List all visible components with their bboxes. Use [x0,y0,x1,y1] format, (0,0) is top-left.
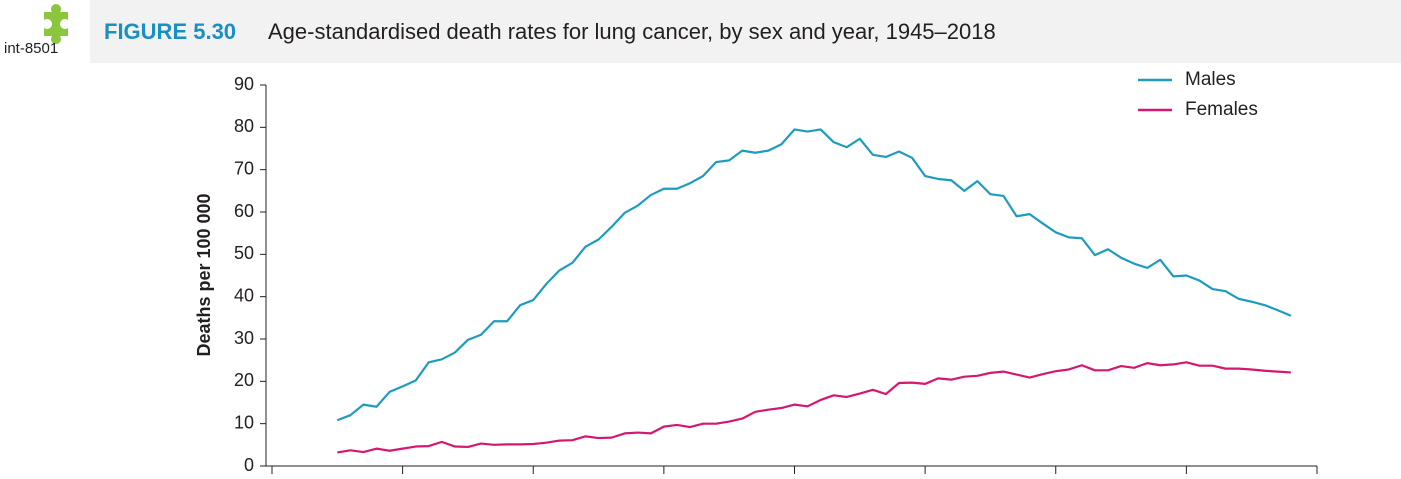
y-tick-label: 60 [234,201,254,221]
y-tick-label: 90 [234,74,254,94]
series-line [336,128,1292,422]
y-tick-label: 70 [234,158,254,178]
chart-title: Age-standardised death rates for lung ca… [268,19,996,44]
y-tick-label: 40 [234,285,254,305]
y-tick-label: 30 [234,328,254,348]
y-tick-label: 10 [234,412,254,432]
puzzle-icon [44,4,68,45]
y-tick-label: 0 [244,455,254,474]
legend-label: Females [1185,99,1258,120]
y-axis-label: Deaths per 100 000 [194,193,214,356]
header-band [90,0,1401,63]
y-tick-label: 50 [234,243,254,263]
badge: int-8501 [4,40,58,57]
y-tick-label: 20 [234,370,254,390]
figure-label: FIGURE 5.30 [104,19,236,44]
y-tick-label: 80 [234,116,254,136]
series-line [337,361,1291,454]
legend-label: Males [1185,69,1236,90]
